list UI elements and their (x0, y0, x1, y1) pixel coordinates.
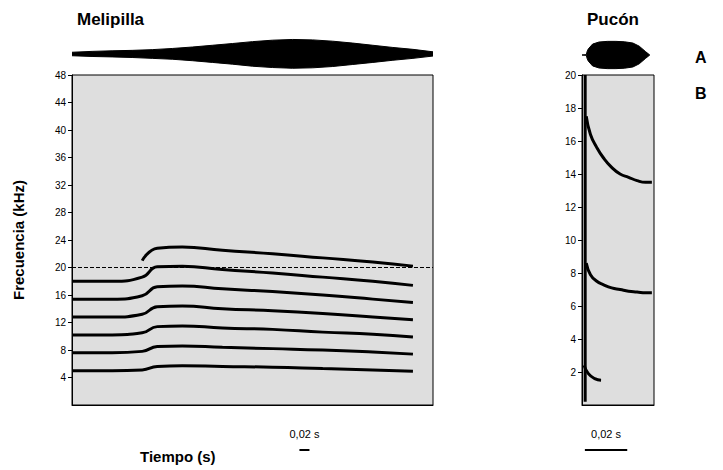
svg-text:16: 16 (565, 136, 577, 147)
svg-text:48: 48 (55, 70, 67, 81)
svg-text:36: 36 (55, 152, 67, 163)
svg-text:Frecuencia (kHz): Frecuencia (kHz) (10, 180, 27, 300)
svg-text:6: 6 (570, 301, 576, 312)
svg-text:B: B (695, 85, 707, 102)
svg-text:Melipilla: Melipilla (77, 10, 145, 29)
svg-text:A: A (695, 49, 707, 66)
svg-text:0,02 s: 0,02 s (591, 428, 621, 440)
svg-text:20: 20 (55, 262, 67, 273)
svg-text:28: 28 (55, 207, 67, 218)
svg-text:Pucón: Pucón (587, 10, 639, 29)
svg-text:12: 12 (55, 317, 67, 328)
svg-text:24: 24 (55, 235, 67, 246)
svg-text:12: 12 (565, 202, 577, 213)
svg-text:18: 18 (565, 103, 577, 114)
svg-text:Tiempo (s): Tiempo (s) (140, 448, 216, 465)
svg-text:14: 14 (565, 169, 577, 180)
svg-text:8: 8 (60, 345, 66, 356)
svg-text:44: 44 (55, 97, 67, 108)
svg-text:20: 20 (565, 70, 577, 81)
svg-text:2: 2 (570, 367, 576, 378)
svg-text:8: 8 (570, 268, 576, 279)
svg-text:0,02 s: 0,02 s (289, 428, 319, 440)
svg-text:4: 4 (60, 372, 66, 383)
svg-text:10: 10 (565, 235, 577, 246)
svg-text:32: 32 (55, 180, 67, 191)
svg-text:16: 16 (55, 290, 67, 301)
svg-text:4: 4 (570, 334, 576, 345)
svg-text:40: 40 (55, 125, 67, 136)
